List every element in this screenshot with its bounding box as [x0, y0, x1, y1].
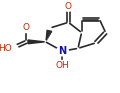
Polygon shape [46, 39, 47, 40]
Text: OH: OH [56, 61, 69, 70]
Polygon shape [47, 30, 52, 32]
Circle shape [20, 23, 32, 33]
Polygon shape [46, 35, 49, 36]
Circle shape [56, 60, 68, 70]
Circle shape [62, 2, 74, 11]
Text: N: N [58, 46, 66, 56]
Text: O: O [65, 2, 72, 11]
Polygon shape [47, 32, 50, 34]
Circle shape [56, 46, 68, 56]
Text: O: O [23, 23, 30, 32]
Polygon shape [28, 40, 45, 44]
Circle shape [6, 44, 18, 53]
Polygon shape [46, 37, 48, 38]
Text: HO: HO [0, 44, 12, 53]
